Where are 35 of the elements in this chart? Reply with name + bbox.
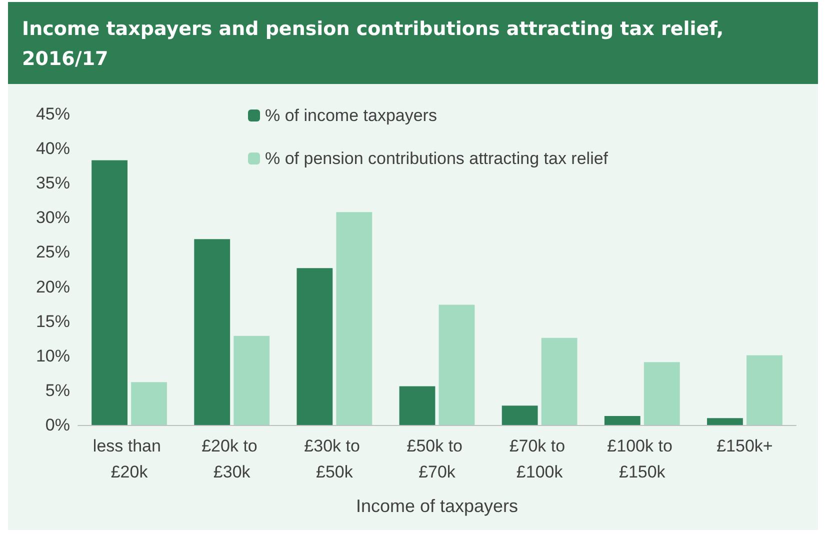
y-tick-label: 10%: [36, 346, 70, 366]
y-tick-label: 45%: [36, 104, 70, 124]
bar: [92, 160, 128, 425]
x-tick-label: £100k to £150k: [607, 436, 678, 482]
bar: [746, 355, 782, 425]
bar: [502, 406, 538, 425]
y-tick-label: 5%: [45, 380, 70, 400]
bar: [399, 386, 436, 425]
bar: [707, 418, 743, 425]
bar: [194, 239, 230, 425]
bar: [336, 212, 372, 425]
bar: [604, 416, 640, 425]
y-tick-label: 25%: [36, 242, 70, 262]
x-tick-label: £30k to £50k: [304, 436, 365, 482]
x-axis-title: Income of taxpayers: [356, 496, 518, 516]
x-tick-label: £20k to £30k: [202, 436, 262, 482]
y-tick-label: 15%: [36, 312, 70, 331]
x-tick-label: £50k to £70k: [406, 436, 468, 482]
legend-label: % of pension contributions attracting tax relief: [265, 149, 608, 168]
y-tick-label: 35%: [36, 174, 70, 193]
y-tick-label: 0%: [45, 416, 70, 434]
bar: [234, 336, 270, 425]
bar: [131, 382, 167, 425]
x-tick-label: £70k to £100k: [509, 436, 570, 482]
chart-title: Income taxpayers and pension contributions attracting tax relief, 2016/17: [8, 2, 818, 84]
y-tick-label: 20%: [36, 277, 70, 296]
y-tick-label: 40%: [36, 139, 70, 158]
bar: [296, 268, 333, 425]
x-tick-label: less than £20k: [92, 436, 166, 482]
bar: [644, 362, 680, 425]
x-tick-label: £150k+: [716, 436, 773, 456]
y-tick-label: 30%: [36, 208, 70, 228]
legend-label: % of income taxpayers: [265, 106, 437, 125]
bar: [438, 304, 475, 425]
bar: [541, 338, 578, 425]
